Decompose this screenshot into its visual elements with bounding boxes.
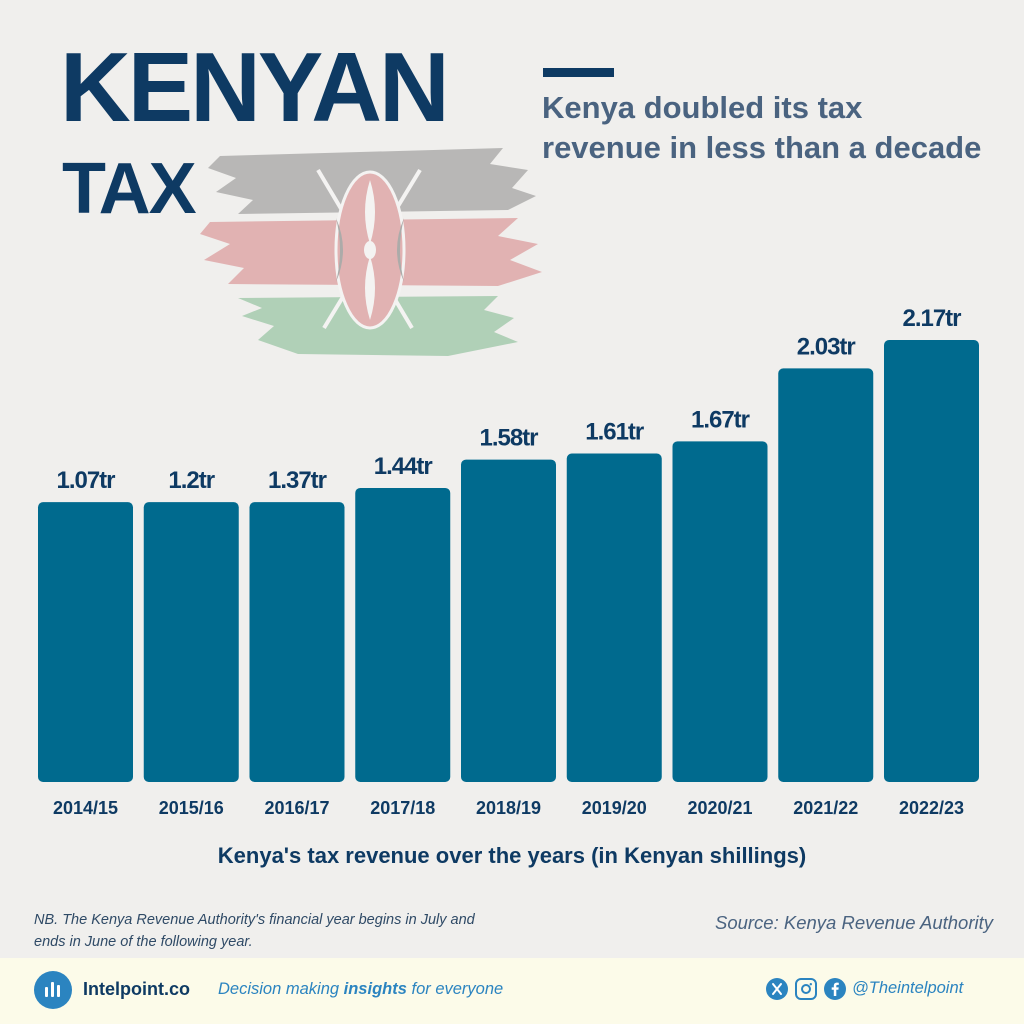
bar-2017/18	[355, 487, 451, 782]
x-icon[interactable]	[766, 978, 788, 1000]
footer-bar: Intelpoint.co Decision making insights f…	[0, 958, 1024, 1024]
kenya-flag-illustration	[200, 148, 542, 356]
page-subtitle: TAX	[62, 149, 197, 229]
x-tick-label: 2017/18	[370, 798, 435, 818]
instagram-icon[interactable]	[795, 978, 817, 1000]
bar-value-label: 1.37tr	[268, 467, 327, 494]
bar-value-label: 1.61tr	[585, 418, 644, 445]
bar-value-label: 1.58tr	[479, 425, 538, 452]
bar-2019/20	[566, 453, 662, 782]
x-tick-label: 2022/23	[899, 798, 964, 818]
x-tick-label: 2014/15	[53, 798, 118, 818]
x-tick-label: 2016/17	[264, 798, 329, 818]
footnote: NB. The Kenya Revenue Authority's financ…	[34, 912, 475, 950]
bar-2021/22	[778, 368, 874, 782]
bar-2018/19	[461, 459, 556, 782]
page-title: KENYAN	[60, 32, 450, 142]
tagline-end: for everyone	[406, 980, 504, 998]
bar-2020/21	[672, 441, 768, 782]
bar-2016/17	[249, 502, 345, 782]
bar-2014/15	[38, 502, 133, 782]
x-tick-label: 2018/19	[476, 798, 541, 818]
tagline-highlight: insights	[343, 980, 407, 998]
headline: Kenya doubled its tax revenue in less th…	[542, 90, 982, 166]
x-tick-label: 2019/20	[582, 798, 647, 818]
bar-value-label: 1.2tr	[168, 467, 214, 494]
x-tick-label: 2020/21	[687, 798, 752, 818]
social-handle[interactable]: @Theintelpoint	[852, 979, 964, 997]
brand-link[interactable]: Intelpoint.co	[83, 979, 190, 999]
bar-2015/16	[143, 502, 239, 782]
source-credit: Source: Kenya Revenue Authority	[714, 912, 993, 933]
bar-value-label: 1.67tr	[691, 406, 750, 433]
facebook-icon[interactable]	[824, 978, 846, 1000]
tagline: Decision making insights for everyone	[218, 980, 503, 999]
bar-value-label: 2.17tr	[902, 305, 961, 332]
x-tick-label: 2015/16	[159, 798, 224, 818]
chart-title: Kenya's tax revenue over the years (in K…	[217, 843, 807, 868]
bar-2022/23	[884, 340, 979, 782]
bar-value-label: 1.07tr	[56, 467, 115, 494]
tax-revenue-bar-chart: 1.07tr 2014/15 1.2tr 2015/16 1.37tr 2016/17 1.…	[38, 305, 979, 818]
tagline-start: Decision making	[218, 980, 344, 998]
x-tick-label: 2021/22	[793, 798, 858, 818]
bar-value-label: 1.44tr	[374, 453, 433, 480]
bar-value-label: 2.03tr	[797, 333, 856, 360]
accent-dash	[543, 68, 614, 77]
intelpoint-logo-icon[interactable]	[34, 971, 72, 1009]
